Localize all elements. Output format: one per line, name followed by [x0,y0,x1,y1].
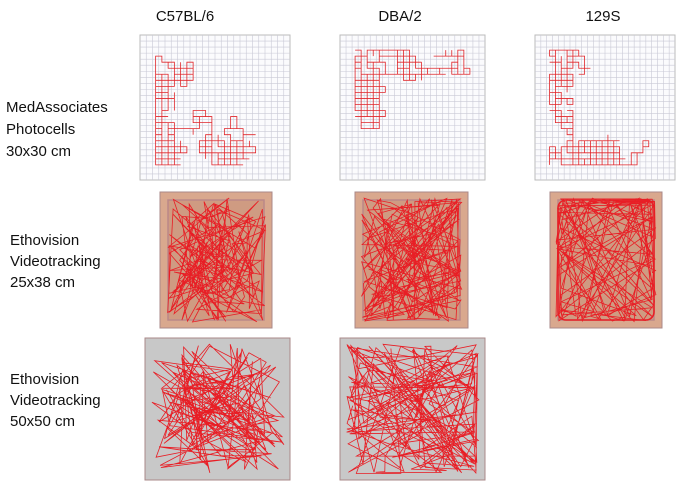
column-header: 129S [585,8,620,25]
row-label: 30x30 cm [6,143,71,160]
row-label: Videotracking [10,253,101,270]
track [555,197,657,323]
row-label: Ethovision [10,232,79,249]
track [354,49,471,130]
row-label: Videotracking [10,392,101,409]
track-images [139,34,676,481]
column-header: C57BL/6 [156,8,214,25]
track [151,343,285,474]
track [155,55,257,166]
row-label: 50x50 cm [10,413,75,430]
track [346,343,480,475]
column-header: DBA/2 [378,8,421,25]
row-label: MedAssociates [6,99,108,116]
track [557,199,655,321]
track [167,197,267,323]
row-label: 25x38 cm [10,274,75,291]
row-label: Ethovision [10,371,79,388]
track [360,197,463,322]
row-label: Photocells [6,121,75,138]
track [549,49,650,166]
